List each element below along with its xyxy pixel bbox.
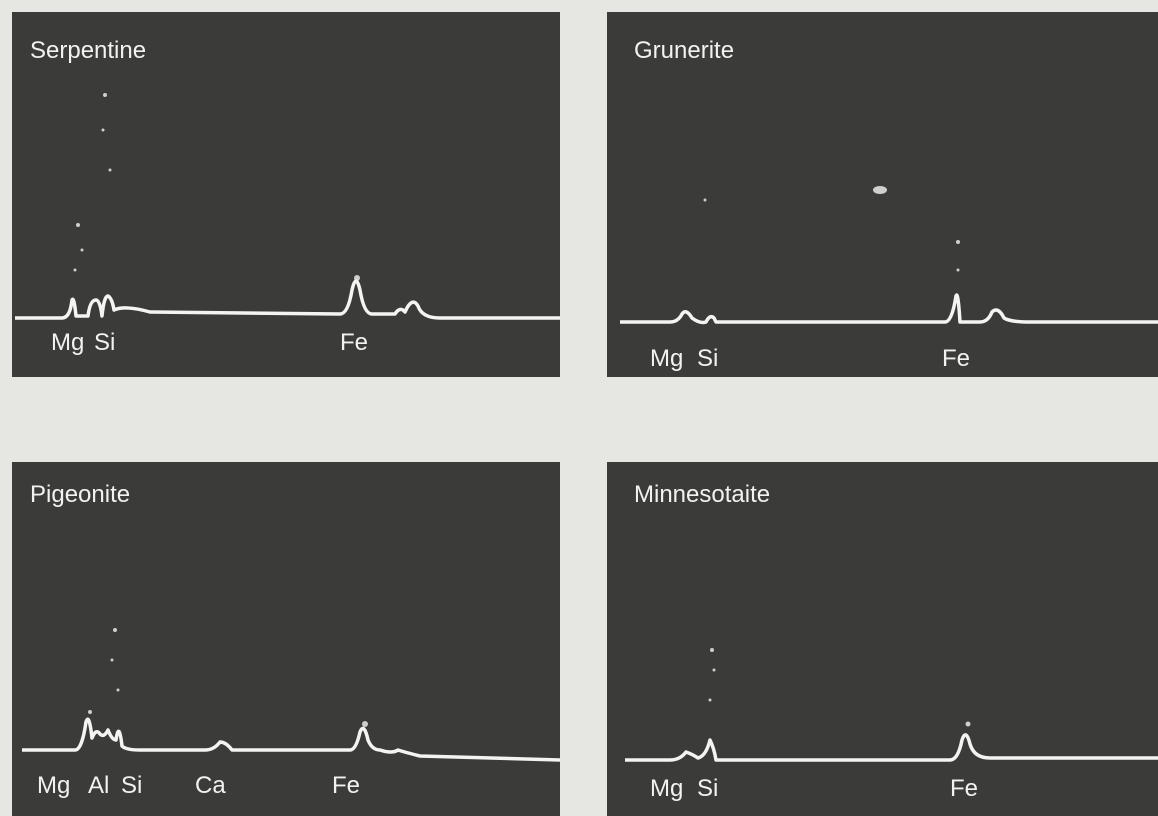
element-label: Mg <box>650 775 683 802</box>
noise <box>88 628 368 727</box>
spectrum <box>620 293 1158 325</box>
element-label: Fe <box>332 772 360 799</box>
panel-background <box>12 462 560 816</box>
panel-title: Pigeonite <box>30 481 130 508</box>
element-label: Fe <box>950 775 978 802</box>
panel-background <box>12 12 560 377</box>
panel-title: Grunerite <box>634 37 734 64</box>
panel: Grunerite Mg Si Fe <box>607 12 1158 377</box>
noise <box>708 648 971 727</box>
panel-background <box>607 12 1158 377</box>
element-label: Mg <box>650 345 683 372</box>
element-label: Mg <box>51 329 84 356</box>
element-label: Fe <box>340 329 368 356</box>
noise <box>73 93 360 281</box>
panel: Minnesotaite Mg Si Fe <box>607 462 1158 816</box>
element-label: Fe <box>942 345 970 372</box>
noise <box>703 186 960 272</box>
spectrum <box>22 717 561 762</box>
element-label: Si <box>697 775 718 802</box>
element-label: Mg <box>37 772 70 799</box>
panel: Pigeonite Mg Al Si Ca Fe <box>12 462 561 816</box>
panel-background <box>607 462 1158 816</box>
element-label: Al <box>88 772 109 799</box>
panel-title: Serpentine <box>30 37 146 64</box>
panel: Serpentine Mg Si Fe <box>12 12 560 377</box>
element-label: Si <box>697 345 718 372</box>
panel-title: Minnesotaite <box>634 481 770 508</box>
element-label: Si <box>121 772 142 799</box>
spectrum <box>15 279 560 320</box>
spectrum <box>625 733 1158 762</box>
element-label: Si <box>94 329 115 356</box>
element-label: Ca <box>195 772 226 799</box>
